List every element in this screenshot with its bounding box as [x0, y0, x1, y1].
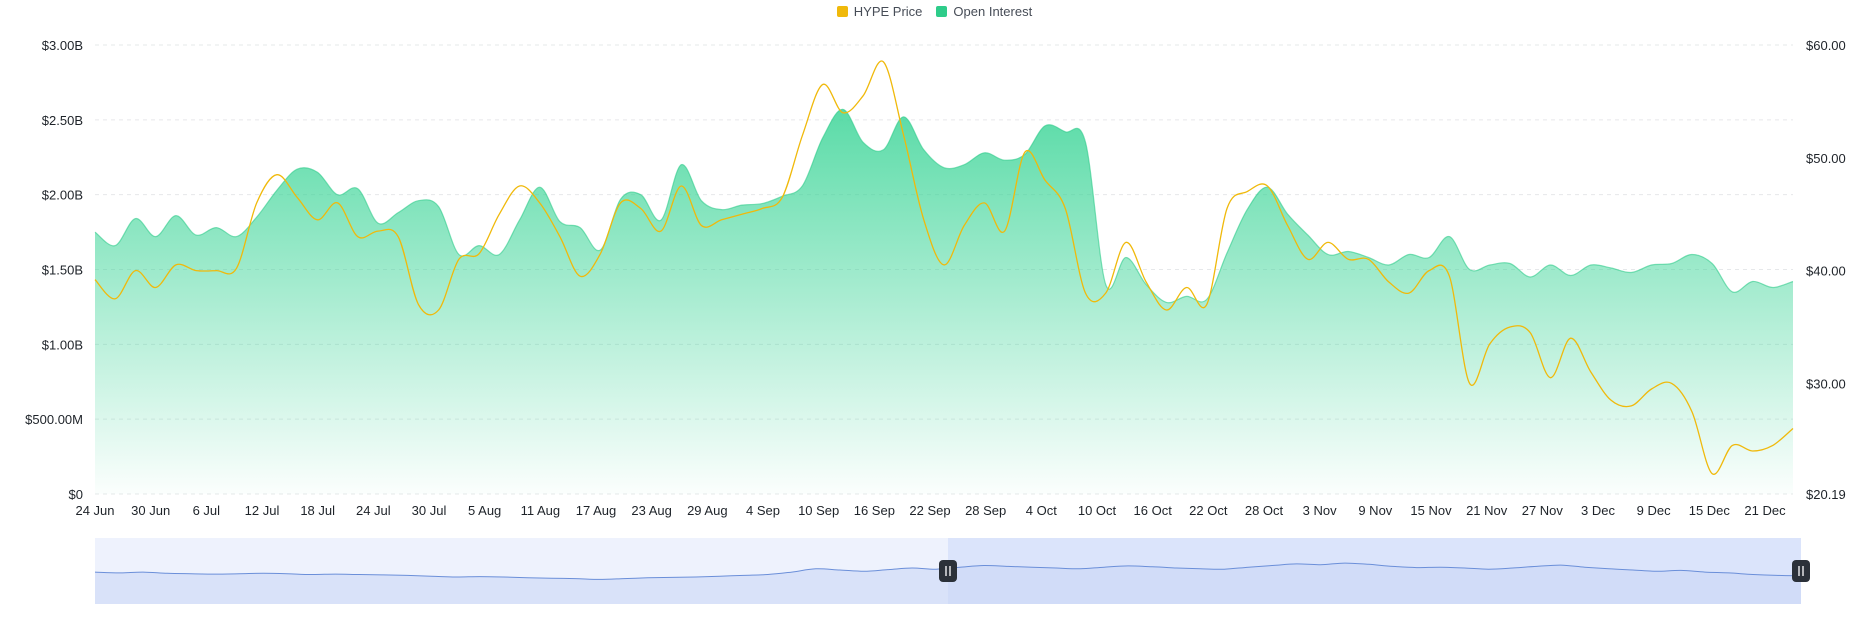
x-tick-label: 29 Aug [687, 503, 728, 518]
y-right-tick-label: $30.00 [1806, 376, 1846, 391]
y-left-tick-label: $1.50B [42, 263, 83, 278]
legend-swatch-oi [936, 6, 948, 17]
x-tick-label: 21 Dec [1744, 503, 1786, 518]
y-right-tick-label: $60.00 [1806, 38, 1846, 53]
x-tick-label: 10 Sep [798, 503, 839, 518]
x-tick-label: 5 Aug [468, 503, 501, 518]
series-hype-price-line [94, 60, 1794, 475]
legend-item-open-interest[interactable]: Open Interest [936, 4, 1032, 19]
series-open-interest-area [95, 109, 1793, 495]
x-tick-label: 16 Oct [1134, 503, 1173, 518]
x-tick-label: 10 Oct [1078, 503, 1117, 518]
x-tick-label: 18 Jul [300, 503, 335, 518]
x-tick-label: 24 Jun [75, 503, 114, 518]
legend: HYPE Price Open Interest [0, 4, 1869, 19]
navigator-handle-right[interactable] [1792, 560, 1810, 582]
x-tick-label: 12 Jul [245, 503, 280, 518]
y-right-tick-label: $20.19 [1806, 487, 1846, 502]
y-left-tick-label: $500.00M [25, 412, 83, 427]
series-open-interest-line [94, 108, 1794, 304]
x-tick-label: 9 Dec [1637, 503, 1671, 518]
y-left-tick-label: $1.00B [42, 337, 83, 352]
x-tick-label: 30 Jul [412, 503, 447, 518]
x-tick-label: 16 Sep [854, 503, 895, 518]
x-tick-label: 17 Aug [576, 503, 617, 518]
x-tick-label: 24 Jul [356, 503, 391, 518]
legend-swatch-price [836, 6, 848, 17]
x-tick-label: 6 Jul [193, 503, 221, 518]
x-tick-label: 30 Jun [131, 503, 170, 518]
legend-item-hype-price[interactable]: HYPE Price [836, 4, 923, 19]
y-left-tick-label: $2.50B [42, 113, 83, 128]
x-tick-label: 3 Dec [1581, 503, 1615, 518]
y-left-tick-label: $0 [69, 487, 83, 502]
x-tick-label: 4 Oct [1026, 503, 1057, 518]
x-tick-label: 23 Aug [631, 503, 672, 518]
x-tick-label: 28 Sep [965, 503, 1006, 518]
navigator-handle-body [939, 560, 957, 582]
legend-label-price: HYPE Price [853, 4, 923, 19]
x-tick-label: 11 Aug [521, 503, 561, 518]
x-tick-label: 9 Nov [1358, 503, 1392, 518]
legend-label-oi: Open Interest [953, 4, 1033, 19]
y-left-tick-label: $2.00B [42, 188, 83, 203]
y-right-tick-label: $50.00 [1806, 151, 1846, 166]
x-tick-label: 22 Oct [1189, 503, 1228, 518]
x-tick-label: 3 Nov [1303, 503, 1337, 518]
x-tick-label: 22 Sep [909, 503, 950, 518]
x-tick-label: 15 Nov [1410, 503, 1452, 518]
x-tick-label: 27 Nov [1522, 503, 1564, 518]
y-right-tick-label: $40.00 [1806, 264, 1846, 279]
x-tick-label: 15 Dec [1689, 503, 1731, 518]
navigator-handle-body [1792, 560, 1810, 582]
navigator-area [95, 563, 1801, 604]
x-tick-label: 21 Nov [1466, 503, 1508, 518]
x-tick-label: 28 Oct [1245, 503, 1284, 518]
y-left-tick-label: $3.00B [42, 38, 83, 53]
x-tick-label: 4 Sep [746, 503, 780, 518]
navigator-handle-left[interactable] [939, 560, 957, 582]
